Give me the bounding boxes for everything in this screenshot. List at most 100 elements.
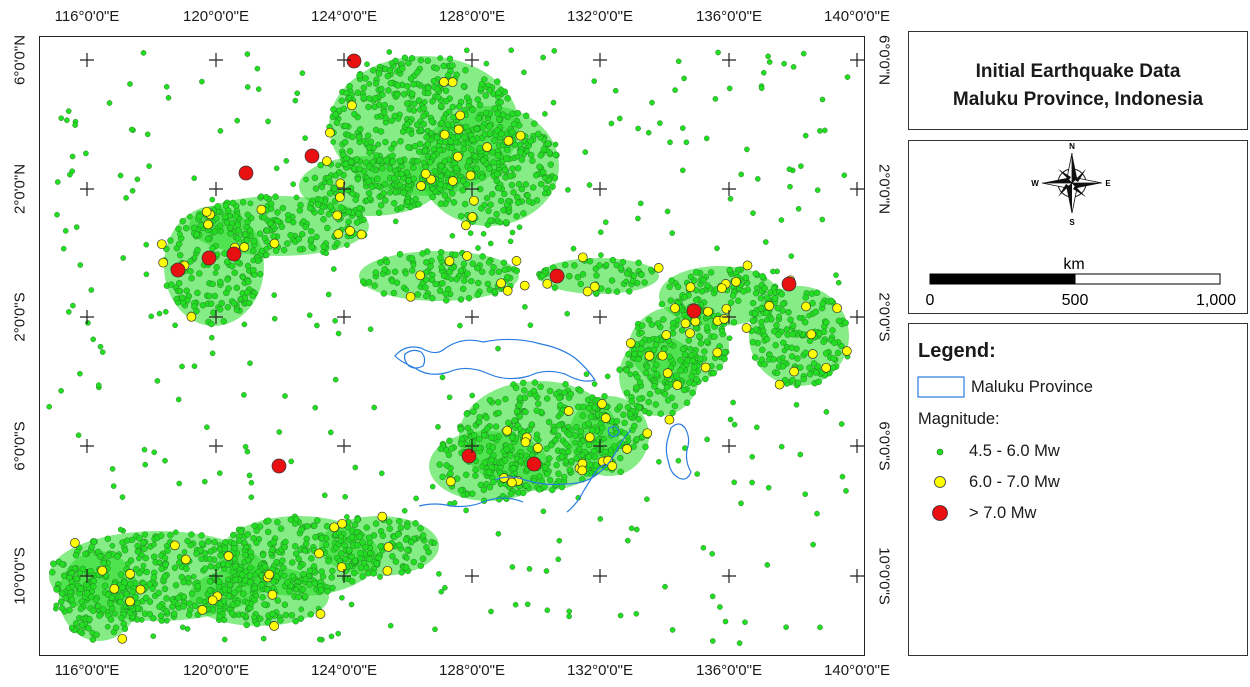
- earthquake-point-small: [504, 95, 511, 102]
- scale-tick-0: 0: [926, 292, 935, 309]
- scale-panel: N S E W km 0 500 1,000: [908, 140, 1248, 314]
- earthquake-point-small: [495, 89, 502, 96]
- earthquake-point-small: [442, 87, 450, 94]
- lon-label-bottom-140: 140°0'0"E: [824, 662, 890, 679]
- earthquake-point-small: [365, 103, 372, 111]
- earthquake-point-small: [410, 107, 418, 114]
- earthquake-point-small: [364, 132, 372, 139]
- earthquake-point-small: [434, 94, 442, 101]
- earthquake-point-small: [378, 85, 385, 93]
- earthquake-point-small: [372, 80, 380, 87]
- earthquake-point-small: [394, 91, 401, 99]
- earthquake-point-small: [503, 219, 510, 226]
- lon-label-bottom-116: 116°0'0"E: [54, 662, 120, 679]
- earthquake-point-small: [431, 167, 438, 175]
- compass-e-label: E: [1105, 179, 1111, 188]
- earthquake-point-small: [461, 200, 469, 208]
- earthquake-point-small: [414, 157, 421, 165]
- lat-label-left-6n: 6°0'0"N: [11, 34, 29, 86]
- earthquake-point-small: [423, 133, 430, 141]
- earthquake-point-small: [387, 80, 394, 87]
- earthquake-point-small: [408, 55, 416, 62]
- earthquake-point-small: [355, 134, 363, 141]
- earthquake-point-small: [476, 101, 484, 109]
- lat-label-left-2n: 2°0'0"N: [11, 163, 29, 215]
- earthquake-point-small: [478, 80, 486, 88]
- lat-label-right-6s: 6°0'0"S: [875, 421, 893, 471]
- lat-label-right-6n: 6°0'0"N: [875, 34, 893, 86]
- legend-province-swatch: [917, 376, 965, 398]
- earthquake-point-small: [497, 197, 505, 205]
- lon-label-top-140: 140°0'0"E: [824, 8, 890, 25]
- earthquake-point-small: [441, 192, 449, 199]
- earthquake-point-small: [405, 143, 412, 151]
- earthquake-point-small: [450, 199, 458, 206]
- lon-label-bottom-128: 128°0'0"E: [439, 662, 505, 679]
- earthquake-point-small: [349, 133, 356, 141]
- earthquake-point-small: [547, 161, 554, 168]
- earthquake-point-small: [420, 120, 427, 128]
- earthquake-point-small: [552, 151, 559, 159]
- lat-label-right-2s: 2°0'0"S: [875, 292, 893, 342]
- earthquake-point-small: [404, 83, 411, 90]
- earthquake-point-small: [448, 144, 456, 152]
- earthquake-point-small: [458, 212, 465, 220]
- earthquake-point-small: [442, 97, 450, 105]
- earthquake-point-small: [400, 91, 408, 98]
- legend-medium-magnitude-symbol: [934, 476, 946, 488]
- earthquake-point-small: [375, 70, 383, 77]
- legend-magnitude-heading: Magnitude:: [918, 410, 1000, 428]
- earthquake-point-small: [433, 65, 440, 72]
- scale-tick-1000: 1,000: [1196, 292, 1236, 309]
- earthquake-point-small: [410, 81, 417, 88]
- earthquake-point-small: [513, 212, 520, 220]
- earthquake-point-small: [409, 90, 416, 97]
- lon-label-bottom-136: 136°0'0"E: [696, 662, 762, 679]
- map-title-line2: Maluku Province, Indonesia: [952, 89, 1204, 110]
- earthquake-point-small: [464, 94, 471, 101]
- map-title-line1: Initial Earthquake Data: [975, 61, 1181, 82]
- lon-label-top-128: 128°0'0"E: [439, 8, 505, 25]
- compass-n-label: N: [1069, 142, 1075, 151]
- scale-unit-label: km: [1063, 256, 1084, 273]
- earthquake-point-small: [536, 163, 543, 171]
- earthquake-point-small: [405, 59, 412, 67]
- earthquake-point-small: [437, 200, 445, 207]
- earthquake-point-small: [382, 138, 389, 146]
- legend-class-large: > 7.0 Mw: [969, 504, 1037, 522]
- title-panel: Initial Earthquake Data Maluku Province,…: [908, 31, 1248, 130]
- earthquake-point-small: [538, 180, 545, 188]
- earthquake-point-small: [510, 120, 518, 128]
- compass-s-label: S: [1069, 218, 1075, 227]
- earthquake-point-small: [330, 106, 337, 113]
- earthquake-point-small: [401, 54, 409, 61]
- earthquake-point-small: [384, 72, 391, 80]
- earthquake-point-small: [420, 112, 427, 120]
- earthquake-point-small: [415, 97, 423, 104]
- lon-label-bottom-120: 120°0'0"E: [183, 662, 249, 679]
- scale-tick-500: 500: [1062, 292, 1089, 309]
- earthquake-point-small: [367, 138, 375, 146]
- lat-label-right-10s: 10°0'0"S: [875, 547, 893, 605]
- earthquake-point-small: [366, 95, 373, 102]
- earthquake-point-small: [407, 75, 415, 82]
- earthquake-map[interactable]: [39, 36, 865, 656]
- lat-label-right-2n: 2°0'0"N: [875, 163, 893, 215]
- legend-panel: Legend: Maluku Province Magnitude: 4.5 -…: [908, 323, 1248, 656]
- legend-class-medium: 6.0 - 7.0 Mw: [969, 473, 1060, 491]
- earthquake-point-small: [441, 158, 448, 165]
- earthquake-point-small: [340, 105, 347, 113]
- earthquake-point-small: [391, 140, 398, 148]
- earthquake-point-small: [529, 157, 536, 165]
- earthquake-point-small: [486, 123, 493, 130]
- lon-label-top-132: 132°0'0"E: [567, 8, 633, 25]
- lon-label-top-120: 120°0'0"E: [183, 8, 249, 25]
- lon-label-bottom-132: 132°0'0"E: [567, 662, 633, 679]
- earthquake-point-small: [362, 75, 369, 82]
- earthquake-point-small: [489, 190, 496, 198]
- earthquake-point-small: [428, 118, 435, 125]
- earthquake-point-small: [482, 92, 489, 99]
- earthquake-point-small: [469, 106, 476, 113]
- earthquake-point-small: [496, 116, 503, 123]
- earthquake-point-small: [403, 121, 411, 128]
